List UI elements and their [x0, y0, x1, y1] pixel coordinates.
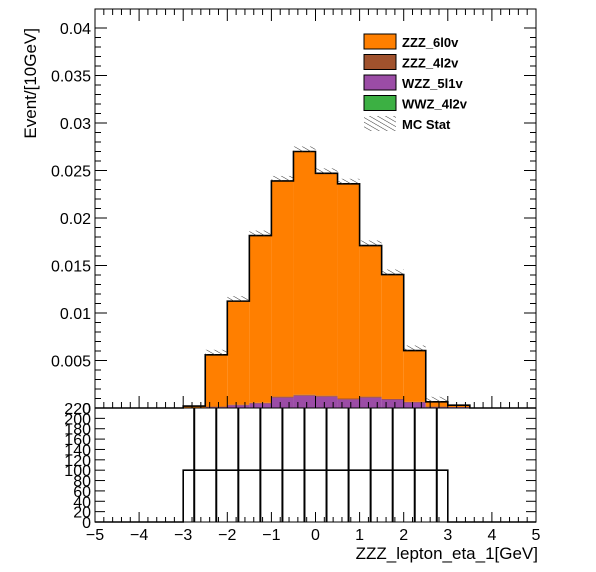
mc-stat-hatch-15: [425, 396, 448, 402]
mc-stat-hatch-8: [271, 175, 294, 181]
x-tick-label: 0: [311, 527, 320, 544]
y-axis-title: Event/[10GeV]: [21, 28, 40, 139]
x-tick-label: −2: [218, 527, 236, 544]
legend-label-ZZZ_6l0v: ZZZ_6l0v: [402, 35, 459, 50]
x-axis: −5 −4 −3 −2 −1 0 1 2 3 4 5: [86, 512, 541, 544]
x-tick-label: −4: [130, 527, 148, 544]
bar-ZZZ_4l2v-11: [337, 398, 360, 400]
bar-ZZZ_4l2v-5: [205, 406, 228, 408]
ratio-y-tick-label: 0: [82, 515, 91, 532]
bar-ZZZ_4l2v-9: [293, 394, 316, 396]
y-tick-label: 0.04: [60, 21, 91, 38]
y-tick-label: 0.035: [51, 69, 91, 86]
bar-WZZ_5l1v-10: [315, 396, 338, 408]
x-axis-title: ZZZ_lepton_eta_1[GeV]: [356, 544, 538, 563]
y-tick-label: 0.015: [51, 259, 91, 276]
bar-ZZZ_4l2v-6: [227, 404, 250, 406]
bar-ZZZ_6l0v-11: [337, 183, 360, 399]
ratio-plot-frame: [94, 407, 537, 523]
bar-ZZZ_6l0v-14: [403, 350, 426, 402]
mc-stat-hatch-13: [381, 269, 404, 275]
x-tick-label: 3: [443, 527, 452, 544]
bar-ZZZ_4l2v-12: [359, 396, 382, 398]
legend-label-WZZ_5l1v: WZZ_5l1v: [402, 76, 463, 91]
ratio-y-tick-label: 60: [73, 484, 91, 501]
bar-ZZZ_4l2v-10: [315, 395, 338, 397]
legend-label-ZZZ_4l2v: ZZZ_4l2v: [402, 56, 459, 71]
ratio-y-tick-label: 160: [64, 432, 91, 449]
main-plot-bars: [183, 151, 470, 409]
x-tick-label: −3: [174, 527, 192, 544]
legend-label-WWZ_4l2v: WWZ_4l2v: [402, 97, 468, 112]
x-tick-label: 2: [399, 527, 408, 544]
ratio-y-tick-label: 200: [64, 411, 91, 428]
bar-ZZZ_6l0v-12: [359, 245, 382, 397]
x-tick-label: −5: [86, 527, 104, 544]
bar-ZZZ_6l0v-6: [227, 301, 250, 405]
x-tick-label: 5: [532, 527, 541, 544]
main-x-ticks: [94, 9, 537, 408]
mc-stat-hatch-9: [293, 146, 316, 152]
x-tick-label: 4: [487, 527, 496, 544]
bar-ZZZ_6l0v-7: [249, 235, 272, 403]
bar-ZZZ_4l2v-7: [249, 402, 272, 404]
mc-stat-hatch-11: [337, 178, 360, 184]
ratio-y-tick-label: 100: [64, 463, 91, 480]
mc-stat-hatch-7: [249, 230, 272, 236]
mc-stat-hatch-14: [403, 345, 426, 351]
bar-ZZZ_6l0v-10: [315, 173, 338, 396]
ratio-y-tick-label: 140: [64, 442, 91, 459]
ratio-y-tick-label: 80: [73, 474, 91, 491]
y-tick-label: 0.005: [51, 354, 91, 371]
mc-stat-hatch-5: [205, 349, 228, 355]
bar-ZZZ_4l2v-14: [403, 401, 426, 403]
mc-stat-hatch-6: [227, 296, 250, 302]
y-tick-label: 0.02: [60, 211, 91, 228]
legend-swatch-WWZ_4l2v: [363, 95, 397, 111]
legend-swatch-ZZZ_6l0v: [363, 33, 397, 50]
bar-WZZ_5l1v-8: [271, 397, 294, 408]
bar-ZZZ_6l0v-5: [205, 354, 228, 407]
bar-ZZZ_4l2v-8: [271, 396, 294, 398]
bar-WZZ_5l1v-12: [359, 397, 382, 408]
ratio-y-tick-label: 180: [64, 422, 91, 439]
main-y-axis: 0 0.005 0.01 0.015 0.02 0.025 0.03 0.035 0.04: [51, 21, 536, 418]
bar-ZZZ_4l2v-13: [381, 398, 404, 400]
legend-swatch-ZZZ_4l2v: [363, 54, 397, 70]
legend-swatch-mc-stat: [364, 116, 396, 131]
ratio-y-tick-label: 220: [64, 401, 91, 418]
legend: ZZZ_6l0v ZZZ_4l2v WZZ_5l1v WWZ_4l2v MC Stat: [363, 33, 468, 132]
bar-WZZ_5l1v-13: [381, 399, 404, 408]
bar-ZZZ_6l0v-15: [425, 401, 448, 407]
bar-WZZ_5l1v-6: [227, 405, 250, 408]
bar-WZZ_5l1v-11: [337, 399, 360, 408]
bar-ZZZ_6l0v-8: [271, 180, 294, 397]
bar-WZZ_5l1v-9: [293, 395, 316, 408]
y-tick-label: 0.03: [60, 116, 91, 133]
ratio-y-tick-label: 120: [64, 453, 91, 470]
ratio-y-tick-label: 20: [73, 505, 91, 522]
x-tick-label: −1: [262, 527, 280, 544]
y-tick-label: 0: [82, 401, 91, 418]
legend-label-MC Stat: MC Stat: [402, 117, 451, 132]
bar-ZZZ_6l0v-16: [447, 405, 470, 408]
bar-ZZZ_6l0v-9: [293, 151, 316, 395]
bar-WZZ_5l1v-14: [403, 402, 426, 408]
bar-ZZZ_6l0v-13: [381, 274, 404, 399]
ratio-y-tick-label: 40: [73, 494, 91, 511]
legend-swatch-WZZ_5l1v: [363, 74, 397, 91]
mc-stat-hatch-10: [315, 168, 338, 174]
bar-ZZZ_4l2v-15: [425, 406, 448, 408]
mc-stat-hatch-12: [359, 240, 382, 246]
ratio-plot-content: [95, 408, 536, 523]
x-tick-label: 1: [355, 527, 364, 544]
y-tick-label: 0.025: [51, 164, 91, 181]
y-tick-label: 0.01: [60, 306, 91, 323]
bar-WZZ_5l1v-7: [249, 403, 272, 408]
mc-stat-band: [205, 146, 448, 402]
